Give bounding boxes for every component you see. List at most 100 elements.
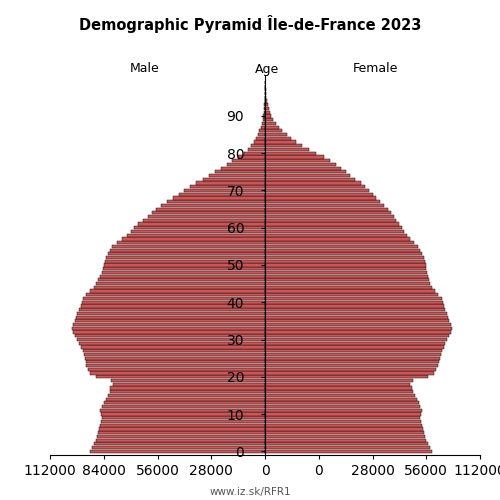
Bar	[84, 353, 265, 356]
Bar	[102, 416, 265, 420]
Bar	[264, 114, 265, 117]
Bar	[265, 349, 442, 352]
Bar	[261, 126, 265, 128]
Bar	[265, 264, 426, 266]
Bar	[73, 330, 265, 334]
Bar	[265, 334, 450, 338]
Bar	[265, 450, 432, 453]
Bar	[265, 304, 444, 308]
Bar	[96, 282, 265, 285]
Bar	[265, 394, 414, 397]
Bar	[112, 245, 265, 248]
Bar	[265, 379, 413, 382]
Bar	[265, 130, 282, 132]
Bar	[90, 372, 265, 374]
Text: www.iz.sk/RFR1: www.iz.sk/RFR1	[209, 488, 291, 498]
Bar	[265, 174, 350, 177]
Bar	[265, 446, 430, 449]
Bar	[265, 342, 446, 345]
Bar	[265, 438, 426, 442]
Bar	[254, 140, 265, 143]
Bar	[265, 300, 442, 304]
Bar	[106, 256, 265, 259]
Bar	[265, 286, 432, 289]
Bar	[202, 178, 265, 181]
Bar	[265, 238, 410, 240]
Bar	[226, 163, 265, 166]
Bar	[86, 364, 265, 367]
Bar	[178, 192, 265, 196]
Bar	[265, 189, 368, 192]
Bar	[265, 402, 418, 404]
Bar	[100, 424, 265, 427]
Bar	[265, 140, 296, 143]
Bar	[101, 412, 265, 416]
Bar	[265, 420, 422, 423]
Bar	[88, 368, 265, 371]
Bar	[265, 308, 446, 312]
Bar	[117, 241, 265, 244]
Bar	[73, 323, 265, 326]
Bar	[265, 196, 376, 200]
Bar	[114, 382, 265, 386]
Bar	[265, 152, 316, 155]
Bar	[94, 442, 265, 446]
Bar	[102, 405, 265, 408]
Bar	[258, 133, 265, 136]
Bar	[265, 323, 451, 326]
Bar	[112, 379, 265, 382]
Bar	[265, 382, 410, 386]
Bar	[265, 136, 291, 140]
Bar	[72, 327, 265, 330]
Bar	[110, 248, 265, 252]
Bar	[94, 286, 265, 289]
Bar	[184, 189, 265, 192]
Bar	[232, 159, 265, 162]
Bar	[265, 346, 444, 348]
Bar	[265, 442, 428, 446]
Bar	[265, 375, 428, 378]
Bar	[265, 424, 422, 427]
Bar	[82, 297, 265, 300]
Bar	[122, 238, 265, 240]
Bar	[265, 156, 324, 158]
Bar	[265, 122, 276, 125]
Bar	[110, 386, 265, 390]
Bar	[265, 330, 451, 334]
Bar	[92, 446, 265, 449]
Bar	[75, 320, 265, 322]
Bar	[265, 271, 427, 274]
Bar	[265, 372, 434, 374]
Bar	[248, 148, 265, 151]
Bar	[265, 170, 345, 173]
Bar	[79, 308, 265, 312]
Bar	[77, 338, 265, 341]
Bar	[265, 182, 361, 184]
Bar	[264, 110, 265, 114]
Bar	[265, 386, 412, 390]
Bar	[80, 346, 265, 348]
Bar	[264, 107, 265, 110]
Bar	[265, 148, 309, 151]
Bar	[103, 267, 265, 270]
Bar	[98, 278, 265, 281]
Bar	[99, 428, 265, 430]
Bar	[265, 88, 266, 92]
Bar	[265, 260, 426, 263]
Bar	[265, 416, 420, 420]
Bar	[84, 356, 265, 360]
Bar	[265, 234, 407, 237]
Bar	[265, 282, 430, 285]
Bar	[265, 398, 416, 400]
Bar	[138, 222, 265, 226]
Bar	[100, 274, 265, 278]
Bar	[108, 252, 265, 256]
Bar	[98, 431, 265, 434]
Bar	[262, 122, 265, 125]
Bar	[265, 144, 302, 148]
Bar	[148, 215, 265, 218]
Bar	[265, 218, 396, 222]
Bar	[152, 212, 265, 214]
Bar	[265, 92, 266, 95]
Bar	[167, 200, 265, 203]
